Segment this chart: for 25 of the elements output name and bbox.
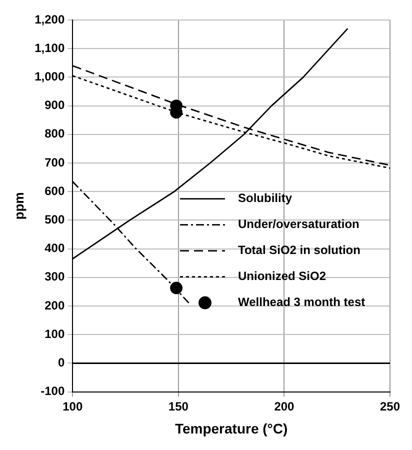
y-tick-label: 100 <box>44 326 65 341</box>
x-tick-label: 150 <box>168 399 189 414</box>
y-tick-label: 200 <box>44 298 65 312</box>
y-tick-label: 0 <box>58 356 65 370</box>
legend-label: Unionized SiO2 <box>238 269 326 284</box>
y-tick-label: 500 <box>44 212 65 227</box>
legend-label: Wellhead 3 month test <box>238 295 366 310</box>
x-tick-label: 250 <box>380 399 400 414</box>
y-axis-title: ppm <box>11 192 26 220</box>
x-tick-label: 200 <box>274 399 295 414</box>
y-tick-label: 600 <box>44 184 65 198</box>
y-tick-label: 1,000 <box>34 70 65 84</box>
y-tick-label: 800 <box>44 126 65 141</box>
legend-label: Under/oversaturation <box>238 217 360 232</box>
y-tick-label: 1,200 <box>34 12 65 26</box>
y-tick-label: 1,100 <box>34 40 65 55</box>
y-tick-label: 400 <box>44 241 65 256</box>
x-tick-label: 100 <box>62 399 83 414</box>
legend-label: Solubility <box>238 191 292 206</box>
y-tick-label: 700 <box>44 155 65 170</box>
legend-label: Total SiO2 in solution <box>238 243 360 258</box>
x-axis-title: Temperature (°C) <box>174 420 288 436</box>
y-tick-label: 300 <box>44 270 65 284</box>
y-tick-label: -100 <box>40 384 65 398</box>
y-tick-label: 900 <box>44 98 65 112</box>
